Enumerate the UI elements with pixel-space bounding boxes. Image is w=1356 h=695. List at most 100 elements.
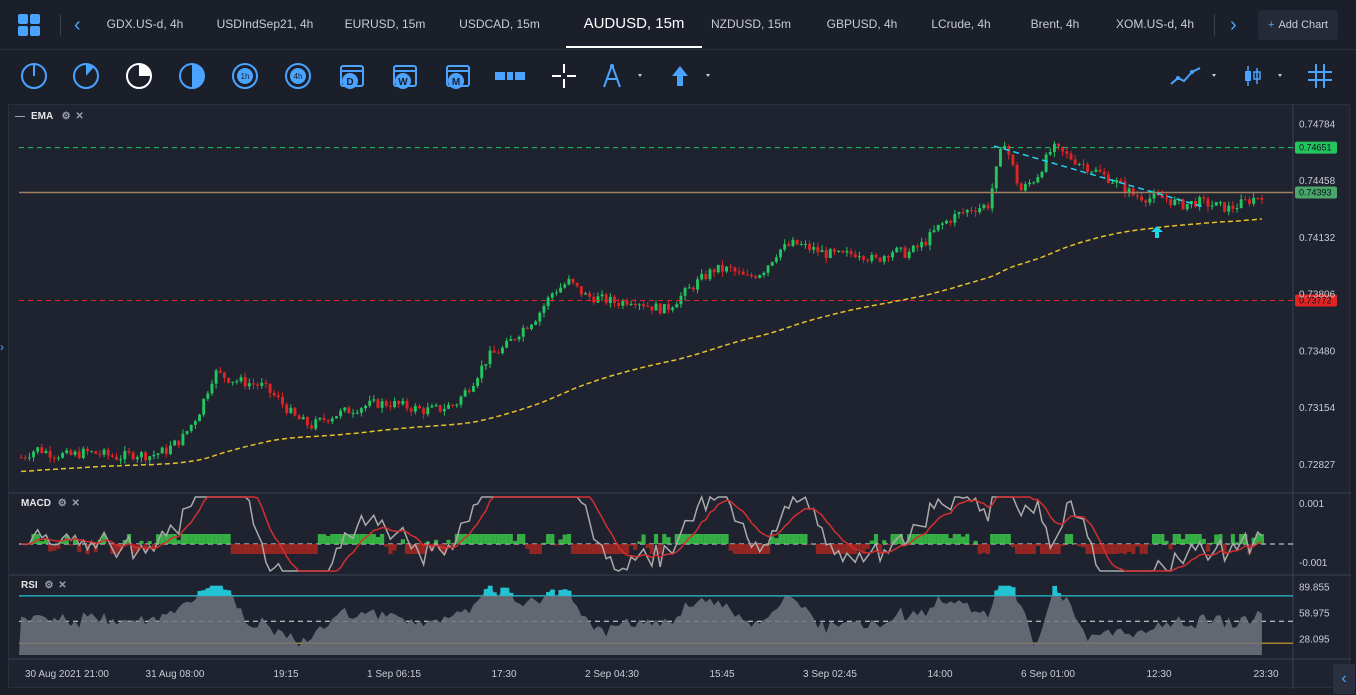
macd-histogram-bar [1093,544,1098,554]
rsi-legend: RSI ⚙ ✕ [21,580,67,591]
price-tag-label: 0.74651 [1299,143,1332,153]
left-panel-toggle-icon[interactable]: › [0,340,4,354]
close-icon[interactable]: ✕ [75,111,84,122]
timeframe-1m-icon[interactable] [20,62,48,90]
grid-icon[interactable] [1306,62,1334,90]
timeframe-5m-icon[interactable] [72,62,100,90]
macd-histogram-bar [832,544,837,554]
candle-body [476,378,480,386]
candle-body [903,247,907,258]
macd-histogram-bar [1010,544,1015,548]
tab-audusd-active[interactable]: AUDUSD, 15m [566,0,702,48]
candle-body [451,404,455,406]
tab-eurusd[interactable]: EURUSD, 15m [344,17,426,31]
chart-canvas[interactable]: 0.74651 0.74393 0.73772 0.001 -0.001 89.855… [9,105,1351,689]
tab-usdind[interactable]: USDIndSep21, 4h [216,17,314,31]
macd-histogram-bar [371,534,376,544]
macd-histogram-bar [620,544,625,554]
drawing-tool-icon[interactable] [600,62,648,90]
macd-histogram-bar [761,544,766,554]
macd-histogram-bar [550,534,555,544]
candle-body [1165,198,1168,200]
candle-body [156,453,160,455]
settings-icon[interactable]: ⚙ [44,580,54,591]
candle-body [592,296,596,303]
macd-histogram-bar [575,544,580,554]
macd-histogram-bar [865,544,870,549]
close-icon[interactable]: ✕ [58,580,67,591]
macd-histogram-bar [707,534,713,544]
timeframe-d-icon[interactable]: D [338,62,366,90]
candle-body [833,249,836,252]
candle-body [1135,195,1139,197]
candle-body [409,408,413,412]
macd-histogram-bar [558,539,563,544]
tab-xom[interactable]: XOM.US-d, 4h [1115,17,1195,31]
candle-body [762,272,766,276]
ruler-icon[interactable] [494,62,526,90]
arrow-up-icon[interactable] [668,62,716,90]
macd-histogram-bar [504,534,509,544]
candle-body [231,381,235,383]
tab-usdcad[interactable]: USDCAD, 15m [459,17,540,31]
candle-body [1036,177,1040,183]
layout-grid-icon[interactable] [18,14,40,36]
candle-body [816,247,820,253]
chart-type-icon[interactable] [1240,62,1290,90]
candle-body [750,274,753,277]
candle-body [1173,199,1177,206]
candle-body [662,304,666,314]
price-tick-label: 0.74784 [1299,119,1336,130]
macd-histogram-bar [446,539,451,544]
timeframe-m-icon[interactable]: M [444,62,472,90]
macd-histogram-bar [604,544,609,554]
timeframe-15m-icon[interactable] [125,62,153,90]
rsi-overbought-fill [218,585,223,596]
macd-histogram-bar [172,534,177,544]
tab-lcrude[interactable]: LCrude, 4h [931,17,991,31]
macd-histogram-bar [52,544,57,551]
rsi-overbought-fill [230,595,236,596]
chart-area[interactable]: 0.74651 0.74393 0.73772 0.001 -0.001 89.855… [8,104,1351,689]
candle-body [1057,143,1061,147]
candle-body [866,259,870,261]
macd-histogram-bar [637,541,642,544]
tab-gdx[interactable]: GDX.US-d, 4h [106,17,184,31]
rsi-overbought-fill [994,590,999,596]
macd-histogram-bar [209,534,215,544]
candle-body [936,224,940,231]
timeframe-1h-icon[interactable]: 1h [231,62,259,90]
timeframe-4h-icon[interactable]: 4h [284,62,312,90]
macd-histogram-bar [238,544,244,554]
macd-histogram-bar [770,536,775,544]
settings-icon[interactable]: ⚙ [57,498,67,509]
tabs-next-arrow-icon[interactable]: › [1230,14,1237,36]
rsi-overbought-fill [1010,587,1016,596]
timeframe-w-icon[interactable]: W [391,62,419,90]
collapse-icon[interactable]: — [15,111,25,122]
macd-histogram-bar [878,544,883,554]
candle-body [459,396,463,405]
candle-body [388,405,392,408]
candle-body [803,243,807,245]
tab-gbpusd[interactable]: GBPUSD, 4h [826,17,898,31]
candle-body [787,244,791,246]
tabs-prev-arrow-icon[interactable]: ‹ [74,14,81,36]
add-chart-button[interactable]: + Add Chart [1258,10,1338,40]
macd-histogram-bar [940,534,945,544]
candle-body [608,296,612,304]
macd-histogram-bar [272,544,277,554]
tab-nzdusd[interactable]: NZDUSD, 15m [710,17,791,31]
candle-body [895,247,899,253]
candle-body [177,440,181,446]
timeframe-30m-icon[interactable] [178,62,206,90]
settings-icon[interactable]: ⚙ [61,111,71,122]
tab-brent[interactable]: Brent, 4h [1030,17,1080,31]
right-panel-toggle-icon[interactable]: ‹ [1333,664,1355,694]
crosshair-icon[interactable] [550,62,578,90]
macd-histogram-bar [1205,544,1211,552]
close-icon[interactable]: ✕ [71,498,80,509]
macd-histogram-bar [247,544,252,554]
macd-histogram-bar [537,544,542,554]
indicators-icon[interactable] [1168,62,1222,90]
